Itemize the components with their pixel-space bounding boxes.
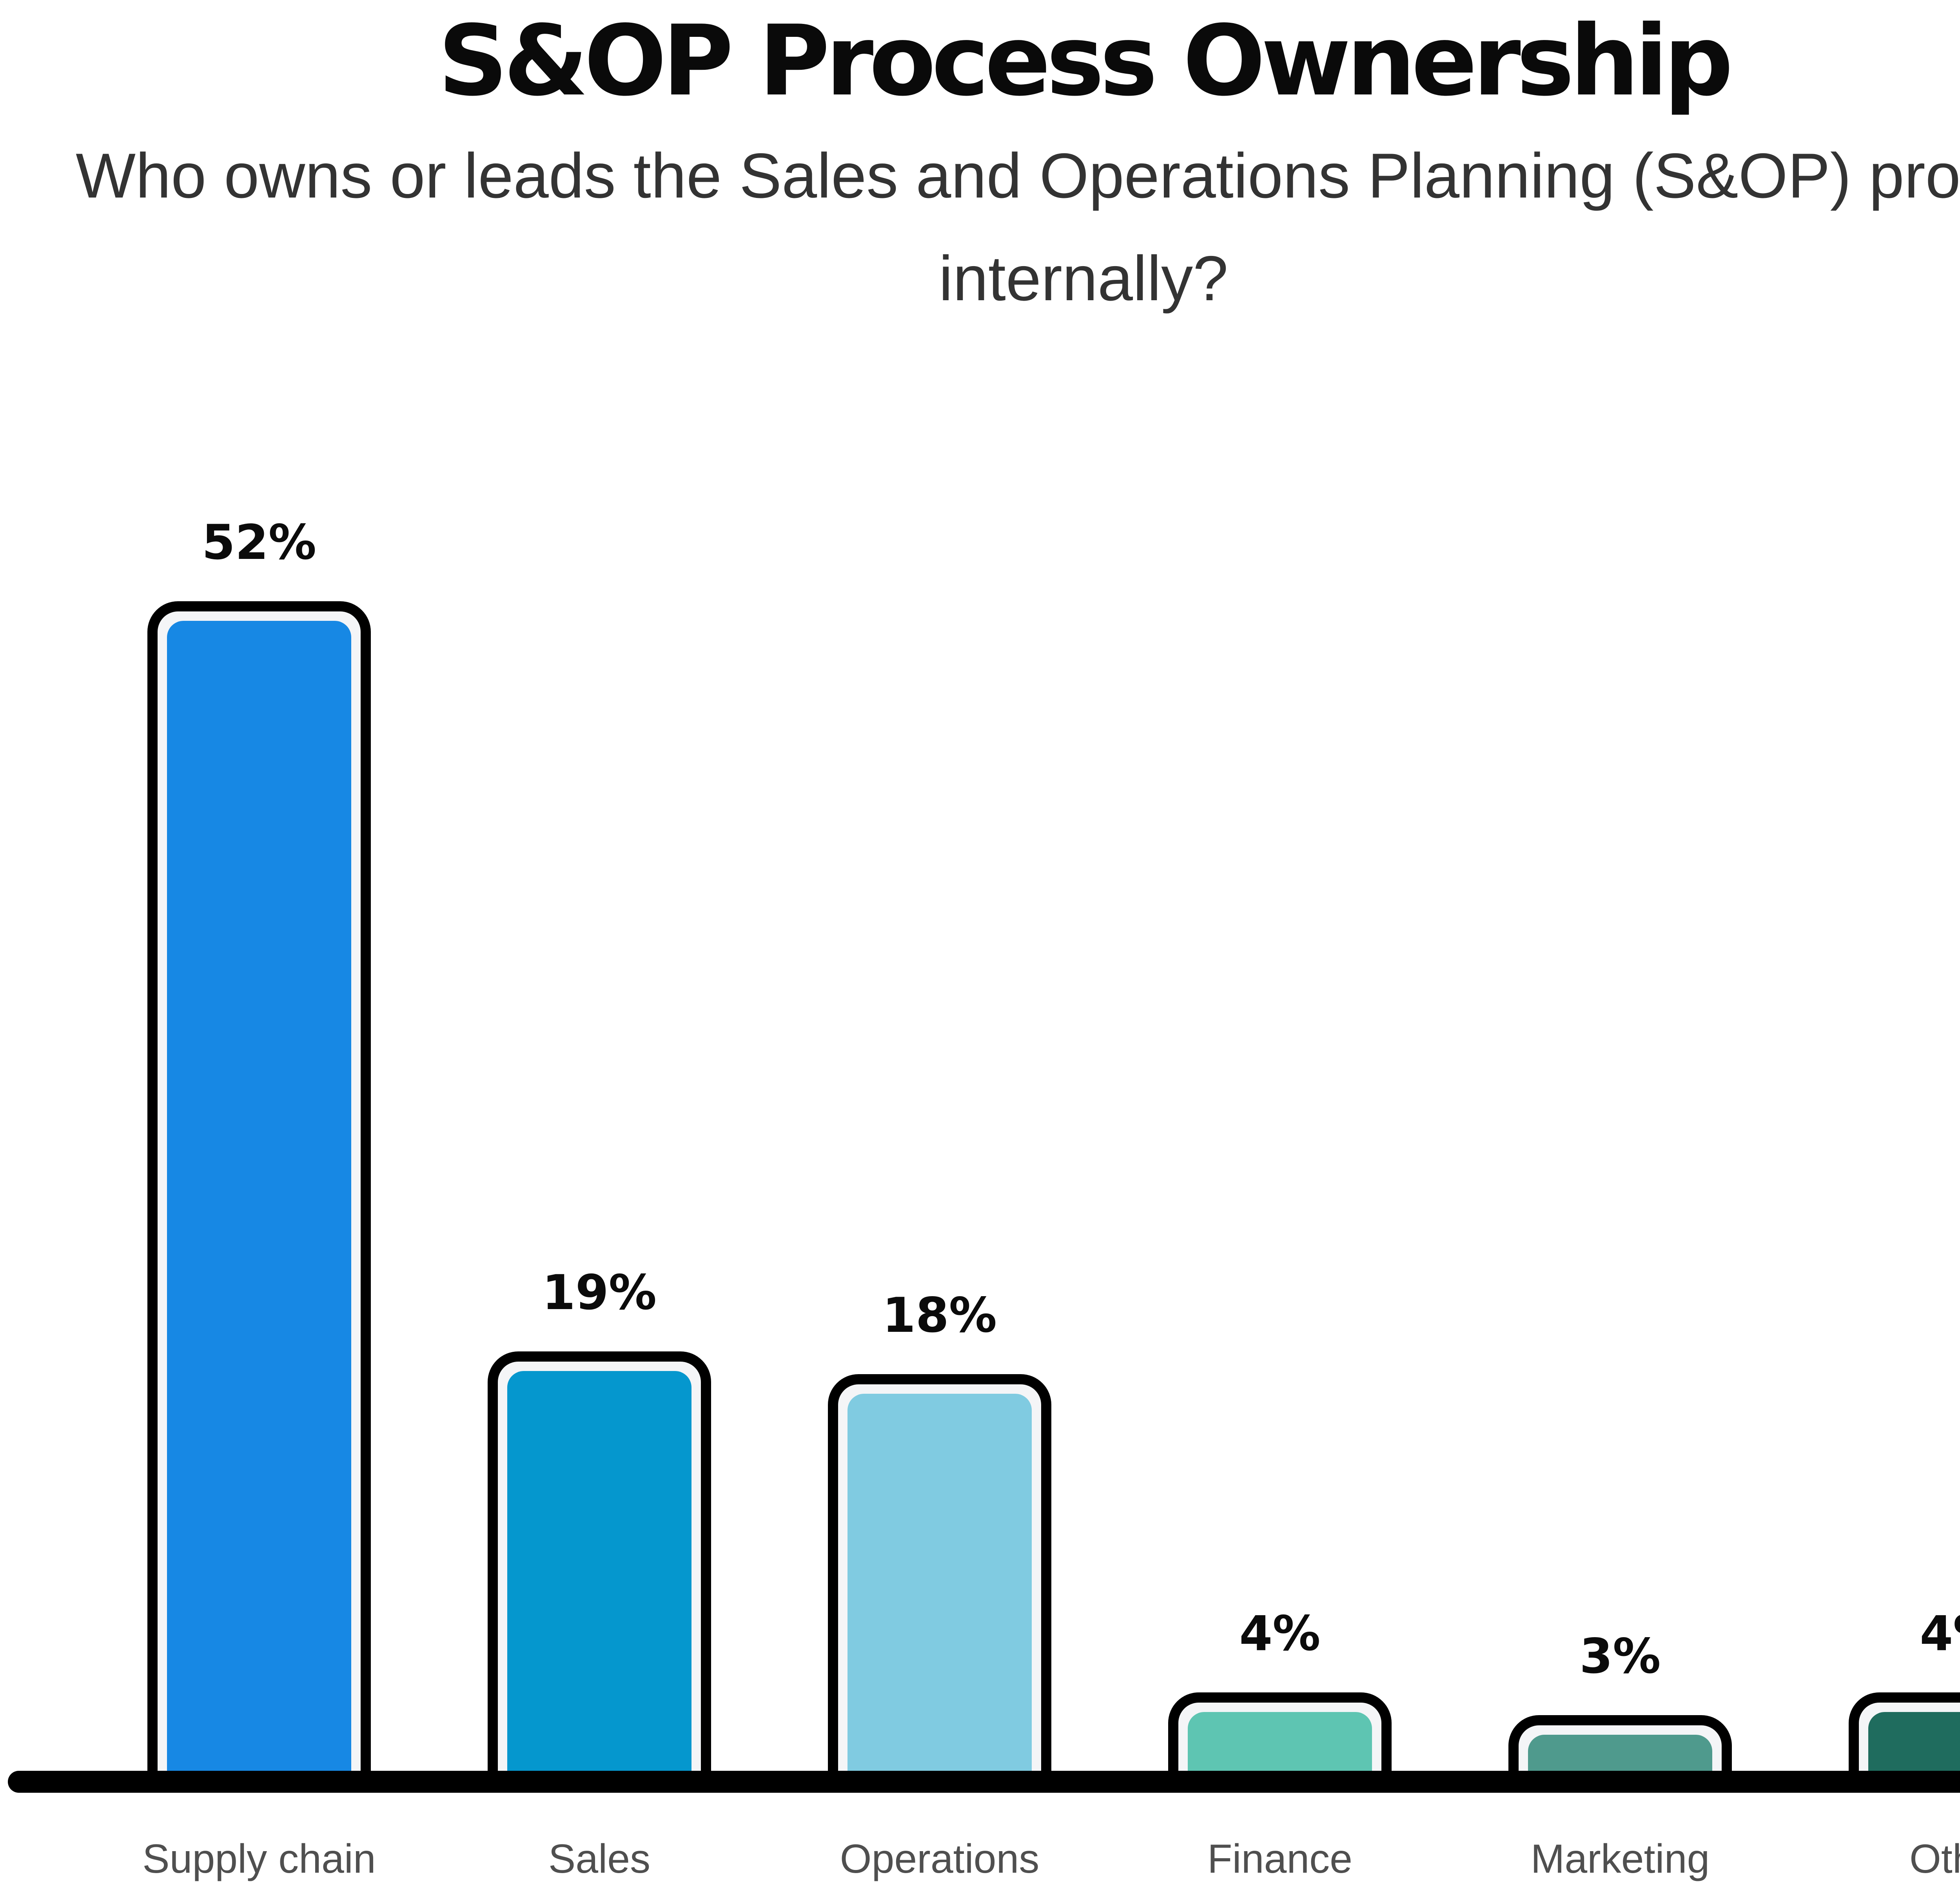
bar-supply-chain	[147, 601, 371, 1771]
x-axis-baseline	[8, 1771, 1960, 1793]
chart-title: S&OP Process Ownership	[438, 5, 1733, 118]
category-label-marketing: Marketing	[1530, 1836, 1710, 1882]
value-label-marketing: 3%	[1579, 1629, 1661, 1684]
bar-fill-sales	[507, 1371, 691, 1771]
value-label-sales: 19%	[542, 1265, 657, 1320]
value-label-operations: 18%	[882, 1288, 997, 1343]
category-label-operations: Operations	[840, 1836, 1040, 1882]
bar-sales	[488, 1351, 711, 1771]
bar-operations	[828, 1374, 1051, 1771]
value-label-finance: 4%	[1239, 1606, 1321, 1661]
category-label-supply-chain: Supply chain	[142, 1836, 376, 1882]
value-label-supply-chain: 52%	[201, 515, 316, 570]
bar-finance	[1168, 1692, 1392, 1771]
chart-subtitle: Who owns or leads the Sales and Operatio…	[76, 140, 1960, 314]
bar-fill-marketing	[1528, 1735, 1712, 1771]
bar-marketing	[1508, 1715, 1732, 1771]
bar-fill-supply-chain	[167, 621, 351, 1771]
category-label-other: Other	[1909, 1836, 1960, 1882]
bar-fill-operations	[848, 1394, 1032, 1771]
category-label-sales: Sales	[548, 1836, 651, 1882]
value-label-other: 4%	[1920, 1606, 1960, 1661]
category-label-finance: Finance	[1207, 1836, 1352, 1882]
bar-fill-other	[1868, 1712, 1960, 1771]
bar-fill-finance	[1188, 1712, 1372, 1771]
bar-other	[1849, 1692, 1960, 1771]
